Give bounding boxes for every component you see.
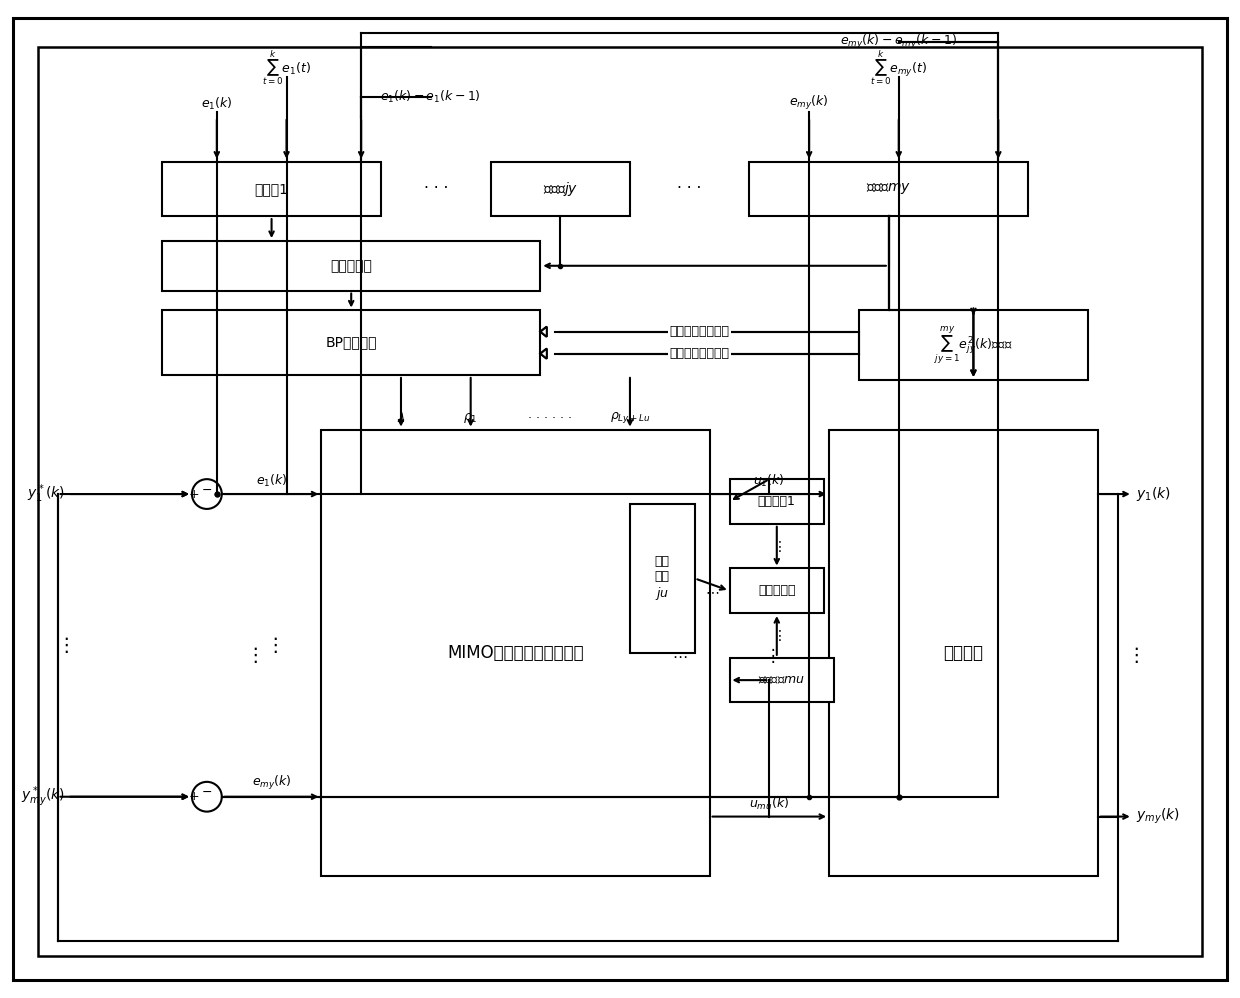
Text: $e_1(k)$: $e_1(k)$ — [201, 96, 233, 112]
Text: $\sum_{t=0}^{k}e_{my}(t)$: $\sum_{t=0}^{k}e_{my}(t)$ — [870, 48, 928, 87]
Text: 误差组$jy$: 误差组$jy$ — [543, 180, 578, 198]
Text: $e_1(k)-e_1(k-1)$: $e_1(k)-e_1(k-1)$ — [381, 89, 481, 105]
Text: 被控对象: 被控对象 — [944, 644, 983, 662]
Text: $\rho_{Ly+Lu}$: $\rho_{Ly+Lu}$ — [610, 409, 650, 424]
Text: $y_{my}(k)$: $y_{my}(k)$ — [1136, 807, 1179, 826]
Text: $\cdots$: $\cdots$ — [706, 584, 719, 598]
Bar — [729, 479, 825, 524]
Text: 误差组1: 误差组1 — [254, 182, 289, 196]
Text: 梯度信息$mu$: 梯度信息$mu$ — [759, 674, 805, 687]
Text: $\vdots$: $\vdots$ — [246, 646, 258, 666]
Text: $+$: $+$ — [188, 488, 200, 501]
Bar — [749, 162, 1028, 217]
Text: 梯度信息集: 梯度信息集 — [758, 584, 796, 597]
Text: 更新隐含层权系数: 更新隐含层权系数 — [670, 325, 729, 338]
Circle shape — [192, 479, 222, 509]
Text: $\vdots$: $\vdots$ — [1126, 646, 1140, 666]
Text: $\sum_{jy=1}^{my}e^2_{jy}(k)$最小化: $\sum_{jy=1}^{my}e^2_{jy}(k)$最小化 — [934, 324, 1013, 366]
Bar — [630, 504, 694, 653]
Text: 更新输出层权系数: 更新输出层权系数 — [670, 347, 729, 360]
Text: $e_{my}(k)$: $e_{my}(k)$ — [252, 773, 291, 791]
Bar — [729, 569, 825, 613]
Polygon shape — [541, 348, 547, 359]
Text: · · ·: · · · — [677, 182, 702, 197]
Polygon shape — [541, 327, 547, 336]
Text: $\rho_1$: $\rho_1$ — [464, 410, 477, 424]
Text: $\vdots$: $\vdots$ — [56, 636, 69, 656]
Text: $\lambda$: $\lambda$ — [397, 410, 405, 424]
Text: 梯度
信息
$ju$: 梯度 信息 $ju$ — [655, 555, 670, 602]
Text: $y_1^*(k)$: $y_1^*(k)$ — [26, 483, 64, 505]
Text: 更新输出层权系数: 更新输出层权系数 — [670, 347, 729, 360]
Bar — [162, 162, 381, 217]
Text: · · ·: · · · — [424, 182, 448, 197]
Text: $\vdots$: $\vdots$ — [773, 539, 781, 554]
Polygon shape — [541, 326, 547, 337]
Bar — [859, 310, 1087, 380]
Text: 误差组$my$: 误差组$my$ — [867, 182, 911, 197]
Text: 梯度信息1: 梯度信息1 — [758, 495, 796, 508]
Text: BP神经网络: BP神经网络 — [325, 335, 377, 349]
Text: $-$: $-$ — [201, 483, 212, 496]
Bar — [830, 429, 1097, 876]
Text: $y_{my}^*(k)$: $y_{my}^*(k)$ — [21, 784, 64, 809]
Text: $+$: $+$ — [188, 790, 200, 803]
Text: $e_1(k)$: $e_1(k)$ — [255, 473, 288, 489]
Bar — [491, 162, 630, 217]
Polygon shape — [541, 349, 547, 358]
Text: $e_{my}(k)-e_{my}(k-1)$: $e_{my}(k)-e_{my}(k-1)$ — [841, 34, 957, 52]
Text: $u_1(k)$: $u_1(k)$ — [754, 473, 785, 489]
Text: · · · · · ·: · · · · · · — [528, 411, 573, 424]
Text: $y_1(k)$: $y_1(k)$ — [1136, 485, 1171, 503]
Text: $-$: $-$ — [201, 785, 212, 798]
Text: 系统误差集: 系统误差集 — [330, 258, 372, 272]
Text: $\vdots$: $\vdots$ — [265, 636, 278, 656]
Bar — [162, 310, 541, 375]
Text: 更新隐含层权系数: 更新隐含层权系数 — [670, 325, 729, 338]
Text: $u_{mu}(k)$: $u_{mu}(k)$ — [749, 795, 790, 811]
Bar — [162, 241, 541, 290]
Text: $\cdots$: $\cdots$ — [672, 648, 687, 663]
Bar — [321, 429, 709, 876]
Text: $\vdots$: $\vdots$ — [764, 646, 775, 665]
Text: $\vdots$: $\vdots$ — [773, 628, 781, 643]
Text: 更新隐含层权系数: 更新隐含层权系数 — [670, 325, 729, 338]
Circle shape — [192, 781, 222, 811]
Bar — [729, 658, 835, 703]
Text: $e_{my}(k)$: $e_{my}(k)$ — [790, 94, 830, 112]
Text: $\sum_{t=0}^{k}e_1(t)$: $\sum_{t=0}^{k}e_1(t)$ — [262, 48, 311, 87]
Text: MIMO全格式无模型控制器: MIMO全格式无模型控制器 — [448, 644, 584, 662]
